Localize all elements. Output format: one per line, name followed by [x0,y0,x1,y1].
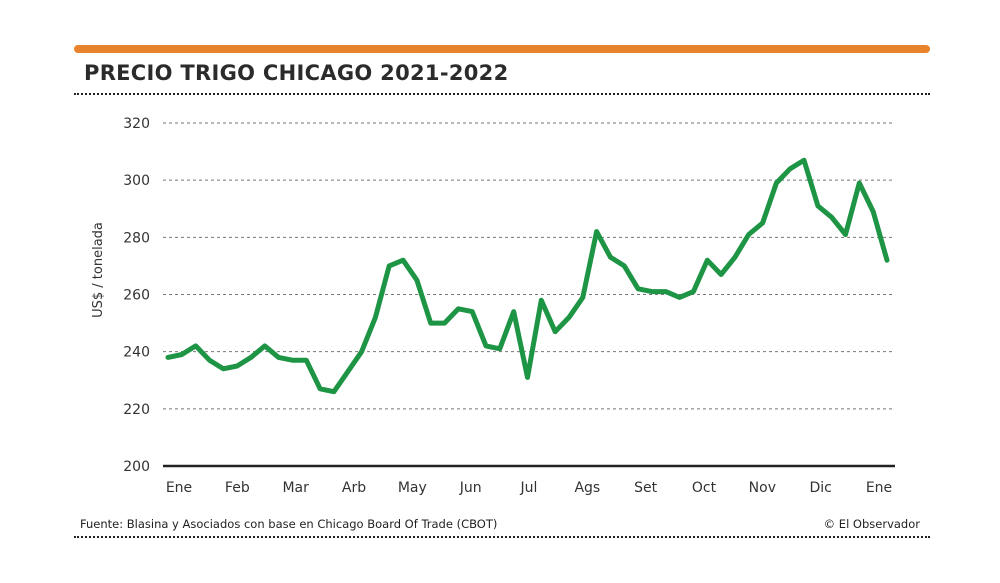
x-tick-label: Jul [520,480,538,496]
source-note: Fuente: Blasina y Asociados con base en … [80,517,498,531]
x-tick-label: Arb [342,480,366,496]
x-tick-label: Ene [166,480,192,496]
x-tick-label: Mar [282,480,309,496]
footer-divider [74,536,930,538]
y-tick-label: 220 [123,402,150,418]
credit-note: © El Observador [823,517,920,531]
x-tick-label: Feb [225,480,250,496]
x-tick-label: Ags [574,480,600,496]
y-axis-title: US$ / tonelada [91,222,106,318]
x-tick-label: Ene [866,480,892,496]
x-tick-labels: Ene Feb Mar Arb May Jun Jul Ags Set Oct Nov Dic Ene [166,480,892,496]
header-accent-bar [74,45,930,53]
x-tick-label: Nov [749,480,776,496]
x-tick-label: Set [634,480,658,496]
y-tick-label: 320 [123,116,150,132]
chart-title: PRECIO TRIGO CHICAGO 2021-2022 [84,61,509,85]
grid-lines [163,122,895,468]
x-tick-label: Jun [459,480,482,496]
y-tick-label: 280 [123,230,150,246]
y-tick-label: 200 [123,459,150,475]
x-tick-label: May [398,480,427,496]
x-tick-label: Oct [692,480,717,496]
title-divider [74,93,930,95]
y-tick-label: 300 [123,173,150,189]
y-tick-label: 240 [123,345,150,361]
y-tick-labels: 200 220 240 260 280 300 320 [123,116,150,475]
y-tick-label: 260 [123,288,150,304]
series-line [165,157,890,395]
x-tick-label: Dic [809,480,831,496]
